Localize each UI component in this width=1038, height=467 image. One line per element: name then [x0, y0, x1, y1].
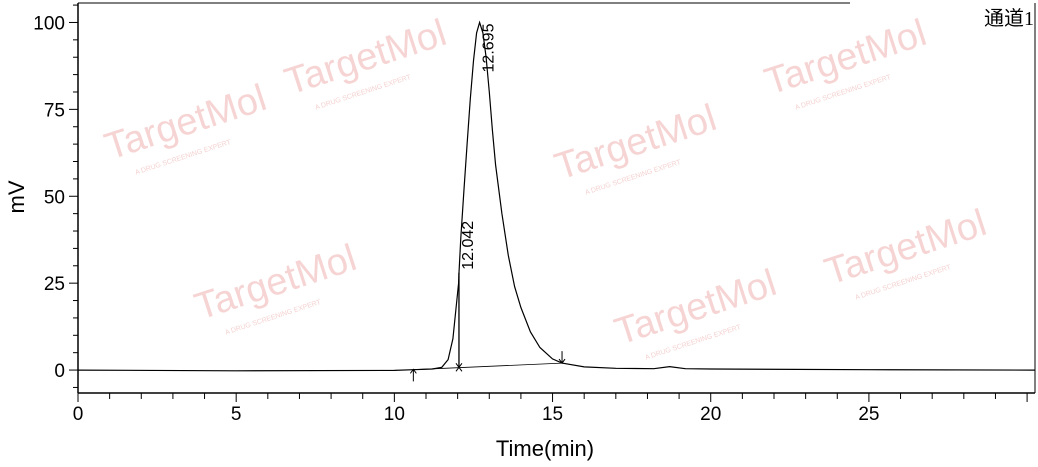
- peak-labels: 12.042 12.695: [460, 23, 498, 269]
- baseline-start-arrow: [409, 368, 417, 382]
- x-tick-label: 5: [231, 404, 242, 425]
- y-tick-label: 0: [54, 361, 65, 382]
- y-axis-label: mV: [4, 180, 29, 213]
- chromatogram-trace: [77, 20, 1036, 372]
- x-tick-label: 10: [384, 404, 405, 425]
- x-tick-label: 20: [700, 404, 721, 425]
- y-tick-label: 100: [33, 13, 65, 34]
- x-tick-label: 15: [542, 404, 563, 425]
- integration-baseline: [409, 272, 566, 382]
- x-tick-label: 25: [858, 404, 879, 425]
- baseline-end-arrow: [558, 351, 566, 364]
- peak-label: 12.695: [481, 23, 498, 72]
- channel-label: 通道1: [984, 8, 1034, 30]
- x-axis-label: Time(min): [496, 436, 594, 461]
- x-tick-label: 0: [73, 404, 84, 425]
- y-tick-label: 75: [44, 100, 65, 121]
- baseline-line: [413, 362, 563, 371]
- y-tick-label: 50: [44, 187, 65, 208]
- axis-ticks: 0 5 10 15 20 25 0 25 50 75 100: [33, 4, 1028, 425]
- y-tick-label: 25: [44, 274, 65, 295]
- split-marker: [455, 362, 463, 372]
- peak-label: 12.042: [460, 221, 477, 270]
